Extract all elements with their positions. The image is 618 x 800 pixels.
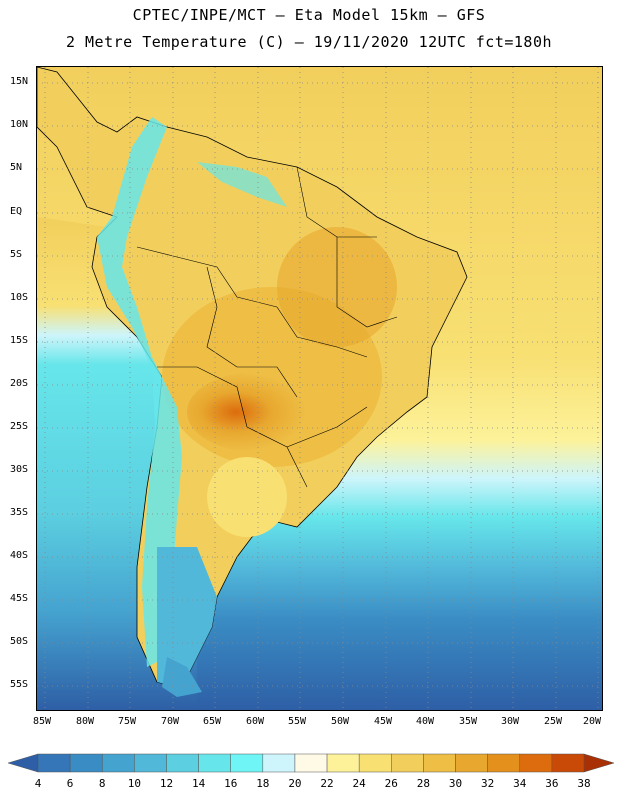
colorbar-swatch — [551, 753, 585, 773]
colorbar-swatch — [455, 753, 488, 773]
colorbar-tick-label: 36 — [545, 777, 558, 790]
colorbar-tick-label: 18 — [256, 777, 269, 790]
colorbar-tick-label: 24 — [353, 777, 367, 790]
colorbar-swatch — [519, 753, 553, 773]
lon-label: 55W — [288, 716, 307, 727]
andes-cool-ridge — [97, 117, 182, 667]
lat-label: 15S — [10, 335, 29, 346]
lon-label: 65W — [203, 716, 222, 727]
lon-label: 20W — [583, 716, 602, 727]
colorbar-tick-labels: 4 6 8 10 12 14 16 18 20 22 24 26 28 30 32 34 36 38 — [35, 777, 591, 790]
colorbar-tick-label: 10 — [128, 777, 141, 790]
colorbar-high-arrow — [583, 753, 615, 773]
colorbar-tick-label: 20 — [288, 777, 301, 790]
colorbar-tick-label: 4 — [35, 777, 42, 790]
colorbar-tick-label: 8 — [99, 777, 106, 790]
lon-label: 45W — [374, 716, 393, 727]
lat-label: 5N — [10, 162, 23, 173]
colorbar-low-arrow — [7, 753, 39, 773]
colorbar-tick-label: 32 — [481, 777, 494, 790]
lat-label: 55S — [10, 679, 29, 690]
tierra-del-fuego — [162, 657, 202, 697]
lat-label: 45S — [10, 593, 29, 604]
colorbar-tick-label: 22 — [320, 777, 333, 790]
temperature-map — [36, 66, 603, 711]
colorbar-swatches — [7, 753, 615, 773]
colorbar-swatch — [69, 753, 103, 773]
colorbar-swatch — [487, 753, 521, 773]
guiana-highlands — [197, 162, 287, 207]
colorbar-tick-label: 6 — [67, 777, 74, 790]
colorbar-tick-label: 30 — [449, 777, 462, 790]
lon-label: 70W — [161, 716, 180, 727]
hot-core-region — [187, 372, 327, 452]
colorbar-swatch — [166, 753, 199, 773]
lon-label: 40W — [416, 716, 435, 727]
colorbar-swatch — [134, 753, 167, 773]
lon-label: 75W — [118, 716, 137, 727]
colorbar-swatch — [391, 753, 424, 773]
colorbar-swatch — [198, 753, 231, 773]
colorbar-tick-label: 14 — [192, 777, 206, 790]
chart-subtitle: 2 Metre Temperature (C) – 19/11/2020 12U… — [65, 33, 553, 51]
colorbar-tick-label: 16 — [224, 777, 237, 790]
colorbar-tick-label: 12 — [160, 777, 173, 790]
pampas-region — [207, 457, 287, 537]
lon-label: 35W — [459, 716, 478, 727]
lat-label: 10S — [10, 292, 29, 303]
map-canvas — [37, 67, 602, 710]
colorbar-tick-label: 38 — [577, 777, 590, 790]
lat-label: 50S — [10, 636, 29, 647]
colorbar-swatch — [423, 753, 456, 773]
lat-label: 20S — [10, 378, 29, 389]
colorbar-swatch — [230, 753, 264, 773]
lon-label: 30W — [501, 716, 520, 727]
lon-label: 80W — [76, 716, 95, 727]
colorbar-swatch — [101, 753, 135, 773]
colorbar-swatch — [262, 753, 296, 773]
colorbar-tick-label: 28 — [417, 777, 430, 790]
colorbar-swatch — [294, 753, 328, 773]
lat-label: 25S — [10, 421, 29, 432]
country-borders — [136, 166, 398, 488]
colorbar-tick-label: 26 — [385, 777, 398, 790]
lat-label: 10N — [10, 119, 29, 130]
temperature-colorbar: 4 6 8 10 12 14 16 18 20 22 24 26 28 30 32 34 36 38 — [7, 753, 615, 790]
colorbar-swatch — [358, 753, 392, 773]
lat-label: 40S — [10, 550, 29, 561]
colorbar-tick-label: 34 — [513, 777, 527, 790]
chart-title: CPTEC/INPE/MCT – Eta Model 15km – GFS — [132, 6, 486, 24]
colorbar-swatch — [37, 753, 71, 773]
lat-label: 5S — [10, 249, 23, 260]
lat-label: 15N — [10, 76, 29, 87]
patagonia-region — [157, 547, 217, 687]
lon-label: 50W — [331, 716, 350, 727]
lon-label: 25W — [544, 716, 563, 727]
lon-label: 85W — [33, 716, 52, 727]
lat-label: EQ — [10, 206, 23, 217]
colorbar-swatch — [326, 753, 360, 773]
lat-label: 30S — [10, 464, 29, 475]
lat-label: 35S — [10, 507, 29, 518]
graticule — [37, 67, 602, 710]
lon-label: 60W — [246, 716, 265, 727]
